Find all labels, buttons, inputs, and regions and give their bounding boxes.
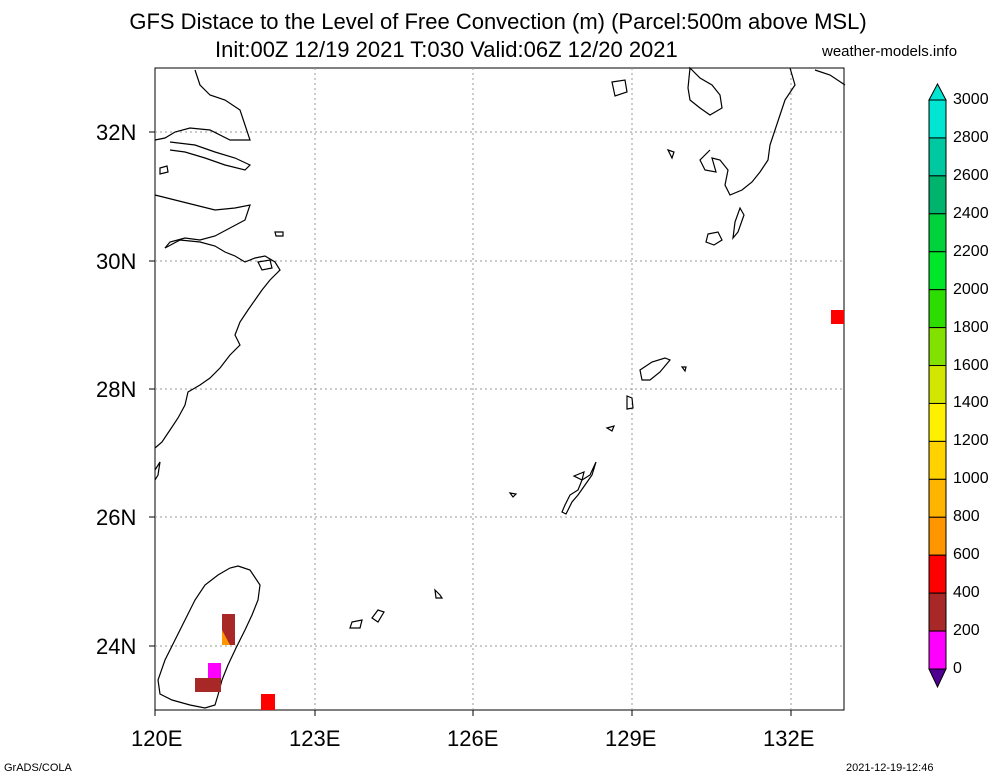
kyushu-east [814, 69, 846, 86]
goto-islands [611, 79, 628, 97]
iriomote [349, 619, 363, 629]
colorbar-label: 1400 [953, 394, 989, 412]
okinoerabu [605, 425, 616, 432]
tanegashima [732, 206, 745, 240]
colorbar-label: 2000 [953, 280, 989, 298]
cell-400 [195, 678, 221, 692]
zhoushan-islands [257, 231, 284, 271]
tokunoshima [626, 395, 634, 410]
china-coast-fujian [154, 461, 161, 481]
colorbar-swatch [928, 402, 947, 442]
lat-label: 28N [96, 377, 137, 402]
cell-200 [208, 663, 221, 678]
lat-label: 26N [96, 505, 137, 530]
colorbar-swatch [928, 175, 947, 215]
colorbar-swatch [928, 137, 947, 177]
colorbar-swatch [928, 327, 947, 367]
lon-label: 132E [763, 726, 815, 751]
colorbar-label: 400 [953, 584, 980, 602]
colorbar-swatch [928, 592, 947, 632]
colorbar-label: 2200 [953, 242, 989, 260]
kerama [508, 492, 518, 498]
cell-800 [222, 630, 230, 645]
colorbar-label: 1200 [953, 432, 989, 450]
lat-label: 24N [96, 634, 137, 659]
colorbar-label: 800 [953, 508, 980, 526]
grid [155, 68, 844, 710]
colorbar-bottom-arrow [928, 668, 947, 689]
yangtze-estuary [169, 141, 252, 171]
kyushu-main [699, 67, 796, 196]
lon-label: 126E [447, 726, 499, 751]
footer-timestamp: 2021-12-19-12:46 [846, 762, 934, 774]
colorbar [928, 82, 947, 689]
miyako [434, 588, 444, 599]
colorbar-label: 1800 [953, 318, 989, 336]
amami-oshima [639, 357, 671, 381]
colorbar-swatch [928, 365, 947, 404]
small-island-east [680, 366, 687, 373]
footer-credit: GrADS/COLA [4, 762, 72, 774]
colorbar-swatch [928, 99, 947, 139]
shaded-cells [195, 310, 844, 710]
colorbar-top-arrow [928, 82, 947, 101]
lat-label: 32N [96, 120, 137, 145]
cell-600 [831, 310, 844, 324]
lat-label: 30N [96, 249, 137, 274]
colorbar-swatch [928, 630, 947, 670]
colorbar-swatch [928, 440, 947, 480]
taiwan [157, 565, 261, 709]
china-coast-zhejiang [154, 239, 281, 449]
colorbar-label: 0 [953, 660, 962, 677]
colorbar-label: 3000 [953, 91, 989, 108]
site-credit: weather-models.info [822, 43, 958, 60]
colorbar-swatch [928, 478, 947, 518]
init-valid-text: Init:00Z 12/19 2021 T:030 Valid:06Z 12/2… [215, 37, 678, 62]
colorbar-swatch [928, 289, 947, 329]
ishigaki [371, 609, 385, 623]
colorbar-label: 600 [953, 546, 980, 564]
colorbar-label: 1000 [953, 470, 989, 488]
okinawa [561, 461, 597, 515]
china-coast-north [154, 69, 251, 141]
colorbar-swatch [928, 251, 947, 291]
colorbar-label: 200 [953, 622, 980, 640]
chiangsu-islands [159, 165, 169, 175]
koshiki-island [666, 148, 675, 160]
kyushu [687, 66, 723, 116]
colorbar-label: 1600 [953, 356, 989, 374]
china-coast-shanghai [154, 194, 251, 249]
colorbar-label: 2400 [953, 204, 989, 222]
colorbar-swatch [928, 516, 947, 556]
lon-label: 123E [289, 726, 341, 751]
lon-label: 120E [131, 726, 183, 751]
ticks [149, 131, 792, 716]
yakushima [705, 231, 723, 246]
colorbar-label: 2800 [953, 128, 989, 146]
lon-label: 129E [605, 726, 657, 751]
colorbar-label: 2600 [953, 166, 989, 184]
colorbar-swatch [928, 213, 947, 253]
colorbar-swatch [928, 554, 947, 594]
cell-600 [261, 694, 275, 710]
map-title: GFS Distace to the Level of Free Convect… [129, 9, 867, 34]
coastlines [154, 66, 846, 709]
